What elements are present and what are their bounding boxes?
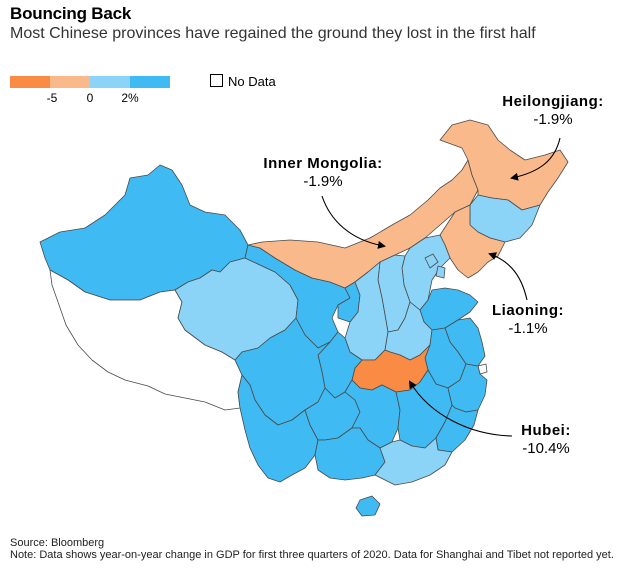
color-legend: -5 0 2% bbox=[10, 76, 230, 106]
legend-swatch-growth bbox=[130, 76, 170, 88]
annotation-inner-mongolia: Inner Mongolia: -1.9% bbox=[248, 155, 398, 191]
no-data-swatch bbox=[210, 74, 223, 87]
annotation-hubei: Hubei: -10.4% bbox=[510, 422, 582, 458]
legend-swatch-strong-decline bbox=[10, 76, 50, 88]
no-data-label: No Data bbox=[228, 74, 276, 89]
annotation-liaoning-value: -1.1% bbox=[508, 320, 548, 337]
leader-inner-mongolia bbox=[321, 195, 386, 249]
annotation-heilongjiang: Heilongjiang: -1.9% bbox=[488, 93, 618, 129]
annotation-heilongjiang-value: -1.9% bbox=[533, 111, 573, 128]
province-guangdong bbox=[374, 437, 453, 486]
annotation-liaoning: Liaoning: -1.1% bbox=[478, 302, 578, 338]
annotation-inner-mongolia-value: -1.9% bbox=[303, 173, 343, 190]
legend-swatch-small-growth bbox=[90, 76, 130, 88]
chart-footer: Source: Bloomberg Note: Data shows year-… bbox=[10, 537, 625, 561]
annotation-liaoning-name: Liaoning: bbox=[492, 302, 564, 319]
chart-subtitle: Most Chinese provinces have regained the… bbox=[10, 25, 536, 42]
annotation-hubei-value: -10.4% bbox=[522, 440, 570, 457]
no-data-legend: No Data bbox=[210, 74, 276, 89]
leader-hubei bbox=[408, 380, 513, 437]
annotation-inner-mongolia-name: Inner Mongolia: bbox=[263, 155, 383, 172]
province-hunan bbox=[344, 379, 401, 449]
province-heilongjiang bbox=[439, 119, 569, 211]
methodology-note: Note: Data shows year-on-year change in … bbox=[10, 549, 614, 561]
source-note: Source: Bloomberg bbox=[10, 537, 105, 549]
legend-tick-minus5: -5 bbox=[46, 91, 58, 105]
leader-liaoning bbox=[488, 252, 528, 301]
chart-title: Bouncing Back bbox=[10, 4, 132, 23]
legend-tick-2pct: 2% bbox=[121, 91, 139, 105]
leader-heilongjiang bbox=[510, 137, 561, 181]
legend-tick-0: 0 bbox=[86, 91, 94, 105]
legend-swatch-decline bbox=[50, 76, 90, 88]
province-beijing bbox=[424, 253, 439, 269]
province-hainan bbox=[355, 495, 381, 517]
province-tianjin bbox=[435, 265, 446, 279]
annotation-heilongjiang-name: Heilongjiang: bbox=[502, 93, 604, 110]
annotation-hubei-name: Hubei: bbox=[521, 422, 571, 439]
